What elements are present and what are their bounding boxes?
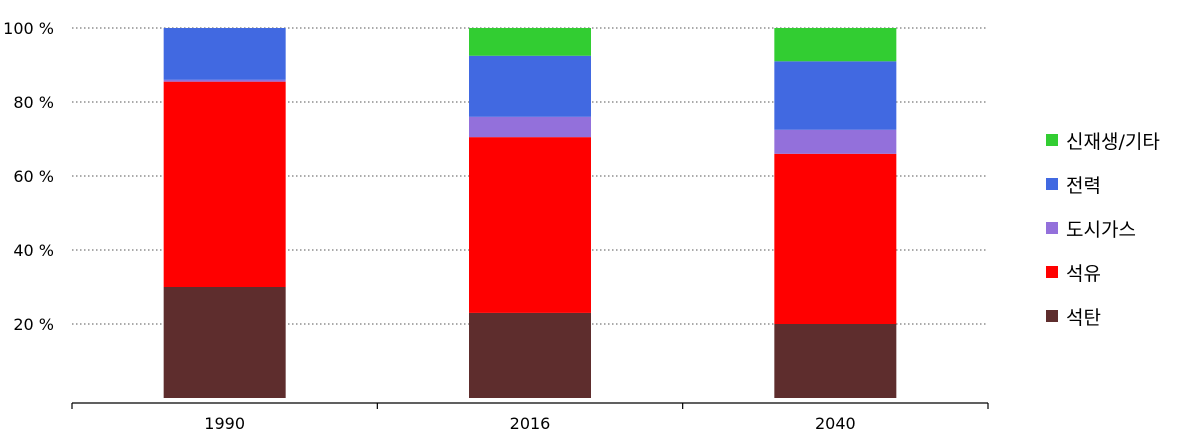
legend-item: 석탄 [1046, 294, 1160, 338]
x-tick-label: 2016 [510, 414, 551, 433]
legend-item: 석유 [1046, 250, 1160, 294]
legend-item: 전력 [1046, 162, 1160, 206]
y-tick-label: 80 % [13, 93, 54, 112]
axes: 20 % 40 % 60 % 80 % 100 % 1990 2016 2040 [3, 19, 989, 433]
legend-label: 석유 [1066, 262, 1101, 285]
bar-segment [469, 137, 591, 313]
bar-segment [469, 55, 591, 117]
legend-item: 도시가스 [1046, 206, 1160, 250]
y-tick-label: 20 % [13, 315, 54, 334]
legend-label: 신재생/기타 [1066, 130, 1160, 153]
x-tick-label: 1990 [204, 414, 245, 433]
bar-segment [774, 28, 897, 62]
legend-label: 석탄 [1066, 306, 1101, 329]
legend-swatch [1046, 178, 1058, 190]
y-tick-label: 60 % [13, 167, 54, 186]
legend-swatch [1046, 310, 1058, 322]
bar-segment [774, 61, 897, 130]
bar-segment [163, 287, 286, 398]
bar-segment [163, 81, 286, 288]
bar-segment [163, 28, 286, 80]
bar-segment [774, 324, 897, 398]
bars [163, 28, 897, 398]
bar-segment [774, 129, 897, 154]
legend-label: 도시가스 [1066, 218, 1136, 241]
y-tick-label: 100 % [3, 19, 54, 38]
bar-segment [163, 79, 286, 82]
bar-segment [469, 116, 591, 138]
legend-item: 신재생/기타 [1046, 118, 1160, 162]
bar-segment [774, 153, 897, 324]
legend-label: 전력 [1066, 174, 1101, 197]
bar-segment [469, 312, 591, 398]
x-tick-label: 2040 [815, 414, 856, 433]
legend-swatch [1046, 222, 1058, 234]
bar-segment [469, 28, 591, 56]
legend-swatch [1046, 266, 1058, 278]
legend-swatch [1046, 134, 1058, 146]
y-tick-label: 40 % [13, 241, 54, 260]
